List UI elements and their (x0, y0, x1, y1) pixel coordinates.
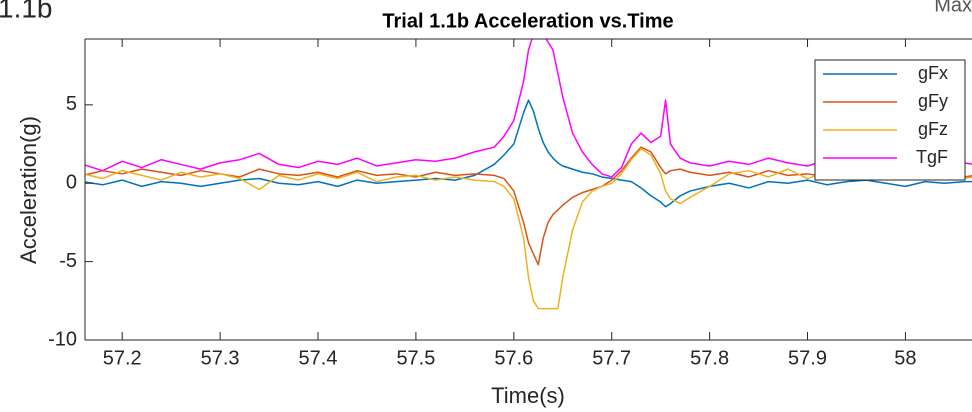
y-tick-label: 0 (66, 172, 77, 194)
x-tick-label: 57.5 (396, 347, 435, 369)
x-tick-label: 58 (894, 347, 916, 369)
chart-title: Trial 1.1b Acceleration vs.Time (382, 10, 673, 32)
x-tick-label: 57.9 (788, 347, 827, 369)
y-tick-label: 5 (66, 93, 77, 115)
x-tick-label: 57.7 (592, 347, 631, 369)
series-line (85, 146, 972, 266)
corner-text: 1.1b (0, 0, 53, 23)
series-line (85, 39, 972, 178)
x-tick-label: 57.4 (299, 347, 338, 369)
legend-label: TgF (916, 147, 948, 167)
x-tick-label: 57.8 (690, 347, 729, 369)
legend-label: gFx (918, 63, 948, 83)
y-tick-label: -5 (59, 250, 77, 272)
x-tick-label: 57.3 (201, 347, 240, 369)
y-axis-label: Acceleration(g) (16, 116, 41, 264)
series-line (85, 99, 972, 208)
y-tick-label: -10 (48, 328, 77, 350)
legend-label: gFz (918, 119, 948, 139)
legend-box (814, 59, 966, 181)
x-axis-label: Time(s) (491, 383, 565, 408)
x-tick-label: 57.2 (103, 347, 142, 369)
x-tick-label: 57.6 (494, 347, 533, 369)
series-line (85, 147, 972, 310)
corner-text: Max (934, 0, 972, 16)
axes (84, 38, 972, 341)
legend-label: gFy (918, 91, 948, 111)
plot-area (85, 39, 972, 310)
